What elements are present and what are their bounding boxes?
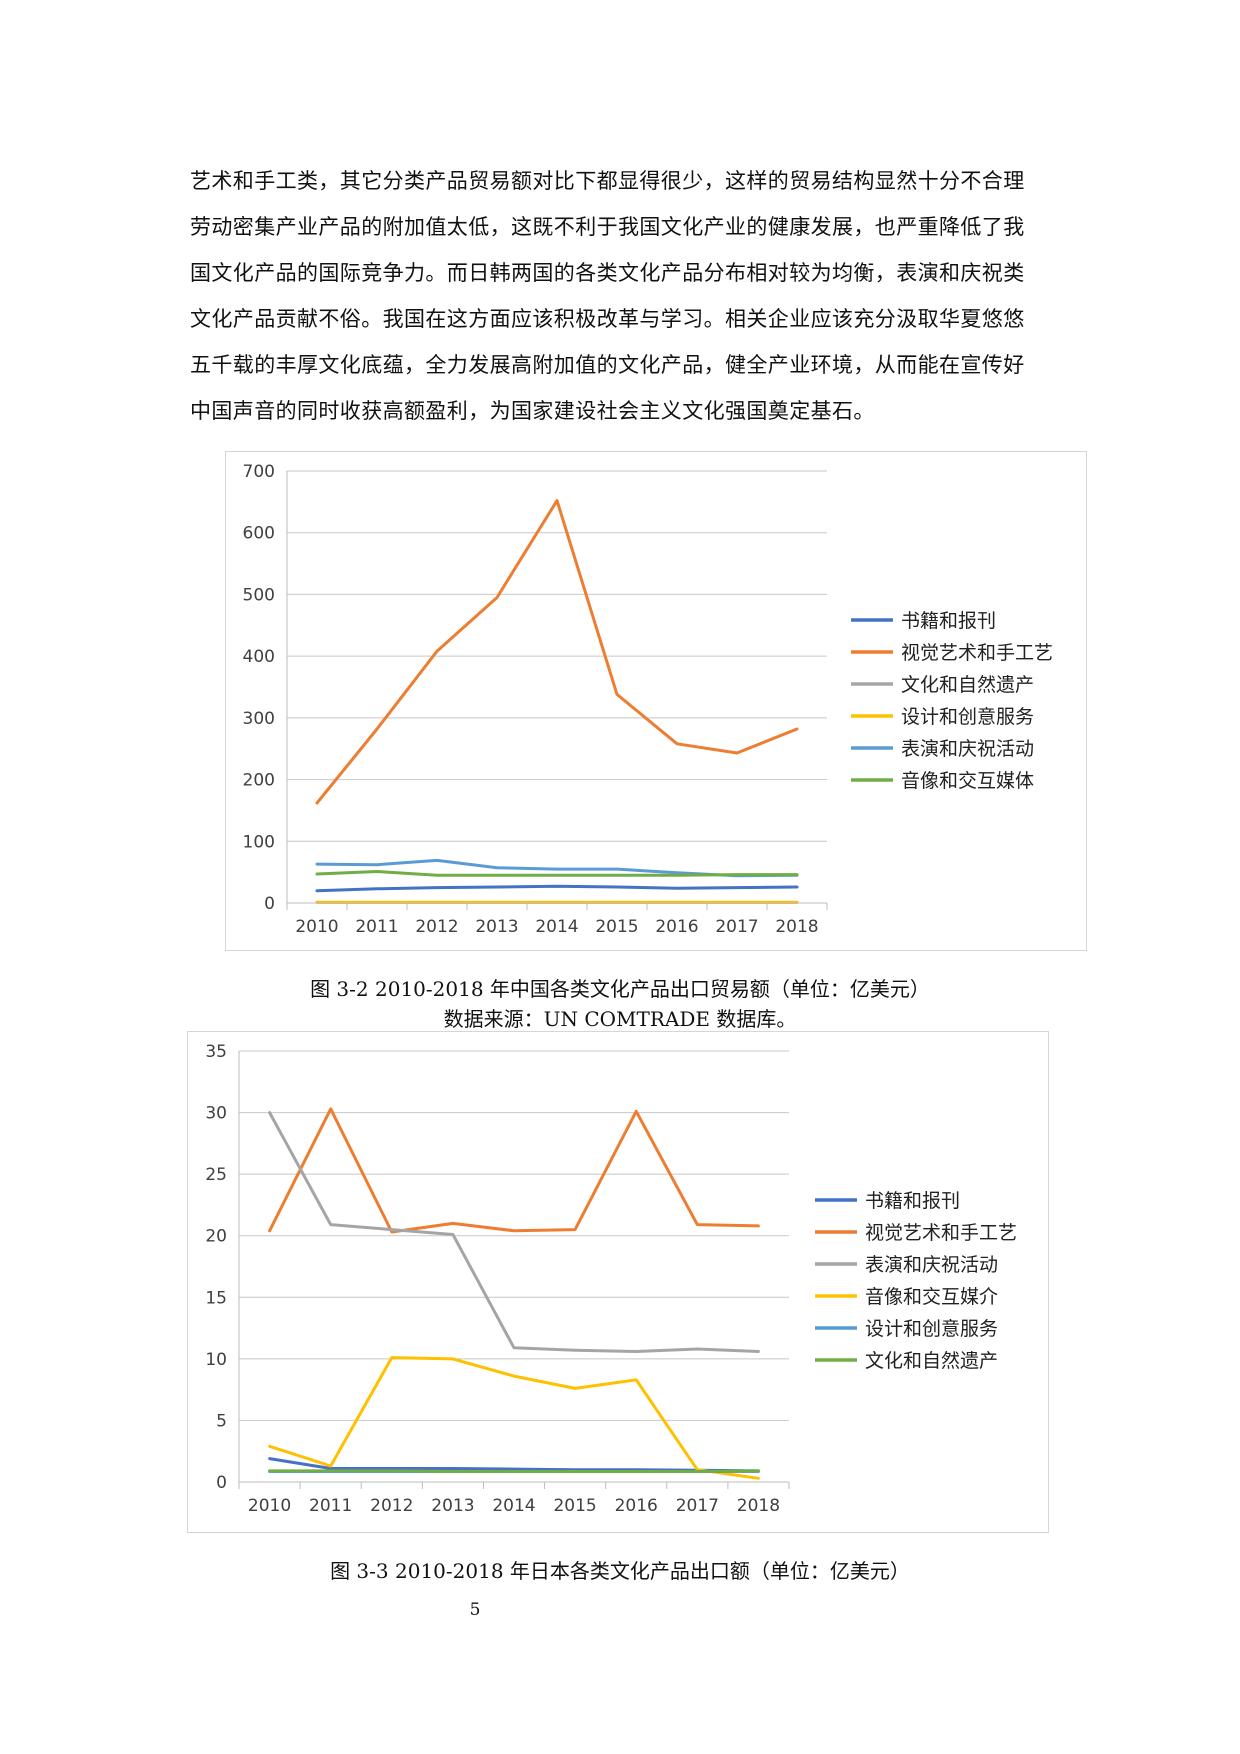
- figure-source-3-2: 数据来源：UN COMTRADE 数据库。: [443, 1007, 797, 1031]
- x-tick-label: 2010: [248, 1496, 291, 1516]
- body-line: 中国声音的同时收获高额盈利，为国家建设社会主义文化强国奠定基石。: [190, 399, 875, 423]
- legend-label: 视觉艺术和手工艺: [865, 1222, 1017, 1244]
- legend-label: 设计和创意服务: [901, 706, 1034, 728]
- body-line: 劳动密集产业产品的附加值太低，这既不利于我国文化产业的健康发展，也严重降低了我: [190, 215, 1025, 239]
- legend-label: 表演和庆祝活动: [901, 738, 1034, 760]
- y-tick-label: 30: [205, 1104, 227, 1124]
- y-tick-label: 15: [205, 1288, 227, 1308]
- japan-export-chart: 0 5 10 15 20 25 30 35 2010 2011 2012 2013 2014 2015 20…: [187, 1031, 1049, 1533]
- series-line: [268, 1469, 760, 1473]
- figure-caption-3-2: 图 3-2 2010-2018 年中国各类文化产品出口贸易额（单位：亿美元）: [310, 977, 930, 1001]
- japan-export-chart-svg: 0 5 10 15 20 25 30 35 2010 2011 2012 2013 2014 2015 20…: [205, 1042, 1017, 1516]
- y-tick-label: 25: [205, 1165, 227, 1185]
- x-tick-label: 2010: [295, 917, 338, 937]
- legend-label: 书籍和报刊: [901, 610, 996, 632]
- x-tick-label: 2012: [370, 1496, 413, 1516]
- x-tick-label: 2016: [655, 917, 698, 937]
- y-tick-label: 500: [243, 585, 275, 605]
- body-paragraph: 艺术和手工类，其它分类产品贸易额对比下都显得很少，这样的贸易结构显然十分不合理 …: [190, 158, 1070, 434]
- legend-label: 文化和自然遗产: [865, 1350, 998, 1372]
- y-tick-label: 20: [205, 1227, 227, 1247]
- series-line: [268, 1356, 760, 1480]
- x-tick-label: 2013: [475, 917, 518, 937]
- y-tick-label: 700: [243, 462, 275, 482]
- x-tick-label: 2018: [775, 917, 818, 937]
- x-tick-label: 2018: [737, 1496, 780, 1516]
- y-tick-label: 0: [216, 1473, 227, 1493]
- x-tick-label: 2014: [492, 1496, 535, 1516]
- legend-label: 音像和交互媒介: [865, 1286, 998, 1308]
- y-tick-label: 400: [243, 647, 275, 667]
- series-line: [268, 1107, 760, 1234]
- x-tick-label: 2013: [431, 1496, 474, 1516]
- series-line: [268, 1457, 760, 1473]
- x-tick-label: 2016: [615, 1496, 658, 1516]
- body-line: 五千载的丰厚文化底蕴，全力发展高附加值的文化产品，健全产业环境，从而能在宣传好: [190, 353, 1025, 377]
- china-export-chart: 0 100 200 300 400 500 600 700 2010 2011 2012 2013 20…: [225, 451, 1087, 951]
- page-number: 5: [469, 1600, 481, 1620]
- x-tick-label: 2014: [535, 917, 578, 937]
- series-line: [315, 870, 799, 877]
- body-line: 国文化产品的国际竞争力。而日韩两国的各类文化产品分布相对较为均衡，表演和庆祝类: [190, 261, 1025, 285]
- x-tick-label: 2017: [676, 1496, 719, 1516]
- y-tick-label: 100: [243, 832, 275, 852]
- legend-label: 音像和交互媒体: [901, 770, 1034, 792]
- x-tick-label: 2015: [553, 1496, 596, 1516]
- x-tick-label: 2017: [715, 917, 758, 937]
- y-tick-label: 200: [243, 771, 275, 791]
- y-tick-label: 300: [243, 709, 275, 729]
- y-tick-label: 10: [205, 1350, 227, 1370]
- x-tick-label: 2011: [309, 1496, 352, 1516]
- figure-caption-3-3: 图 3-3 2010-2018 年日本各类文化产品出口额（单位：亿美元）: [330, 1559, 910, 1583]
- china-export-chart-svg: 0 100 200 300 400 500 600 700 2010 2011 2012 2013 20…: [243, 462, 1053, 937]
- series-line: [315, 499, 799, 805]
- x-tick-label: 2011: [355, 917, 398, 937]
- y-tick-label: 5: [216, 1411, 227, 1431]
- legend-label: 设计和创意服务: [865, 1318, 998, 1340]
- y-tick-label: 0: [264, 894, 275, 914]
- x-tick-label: 2015: [595, 917, 638, 937]
- legend-label: 视觉艺术和手工艺: [901, 642, 1053, 664]
- series-line: [315, 884, 799, 893]
- y-tick-label: 600: [243, 524, 275, 544]
- body-line: 文化产品贡献不俗。我国在这方面应该积极改革与学习。相关企业应该充分汲取华夏悠悠: [190, 307, 1025, 331]
- y-tick-label: 35: [205, 1042, 227, 1062]
- series-line: [268, 1111, 760, 1353]
- legend-label: 文化和自然遗产: [901, 674, 1034, 696]
- legend-label: 书籍和报刊: [865, 1190, 960, 1212]
- body-line: 艺术和手工类，其它分类产品贸易额对比下都显得很少，这样的贸易结构显然十分不合理: [190, 169, 1025, 193]
- x-tick-label: 2012: [415, 917, 458, 937]
- legend-label: 表演和庆祝活动: [865, 1254, 998, 1276]
